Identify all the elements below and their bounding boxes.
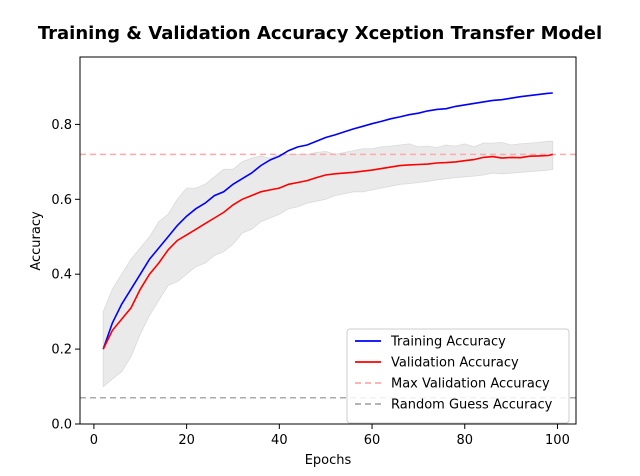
plot-frame [79, 56, 577, 425]
legend-label-3: Random Guess Accuracy [391, 398, 553, 413]
series-line-0 [102, 92, 553, 350]
legend: Training Accuracy Validation Accuracy Max … [346, 328, 570, 424]
x-tick-label-1: 20 [178, 433, 195, 448]
y-tick-label-4: 0.8 [51, 118, 72, 133]
legend-label-0: Training Accuracy [390, 335, 506, 350]
y-tick-label-1: 0.2 [51, 343, 72, 358]
plot-area: 0 20 40 60 80 100 0.0 0.2 0.4 0.6 0.8 [51, 56, 577, 448]
x-tick-label-4: 80 [456, 433, 473, 448]
y-tick-label-3: 0.6 [51, 193, 72, 208]
x-tick-label-0: 0 [90, 433, 98, 448]
x-tick-label-5: 100 [545, 433, 570, 448]
legend-label-2: Max Validation Accuracy [391, 377, 550, 392]
y-tick-label-0: 0.0 [51, 418, 72, 433]
accuracy-band [102, 140, 554, 388]
legend-box [346, 328, 570, 424]
chart-title: Training & Validation Accuracy Xception … [38, 23, 602, 44]
series-line-1 [102, 153, 553, 350]
x-tick-label-2: 40 [271, 433, 288, 448]
x-axis-label: Epochs [305, 453, 352, 468]
x-tick-label-3: 60 [364, 433, 381, 448]
legend-label-1: Validation Accuracy [391, 356, 519, 371]
y-tick-label-2: 0.4 [51, 268, 72, 283]
y-axis-label: Accuracy [29, 211, 44, 271]
